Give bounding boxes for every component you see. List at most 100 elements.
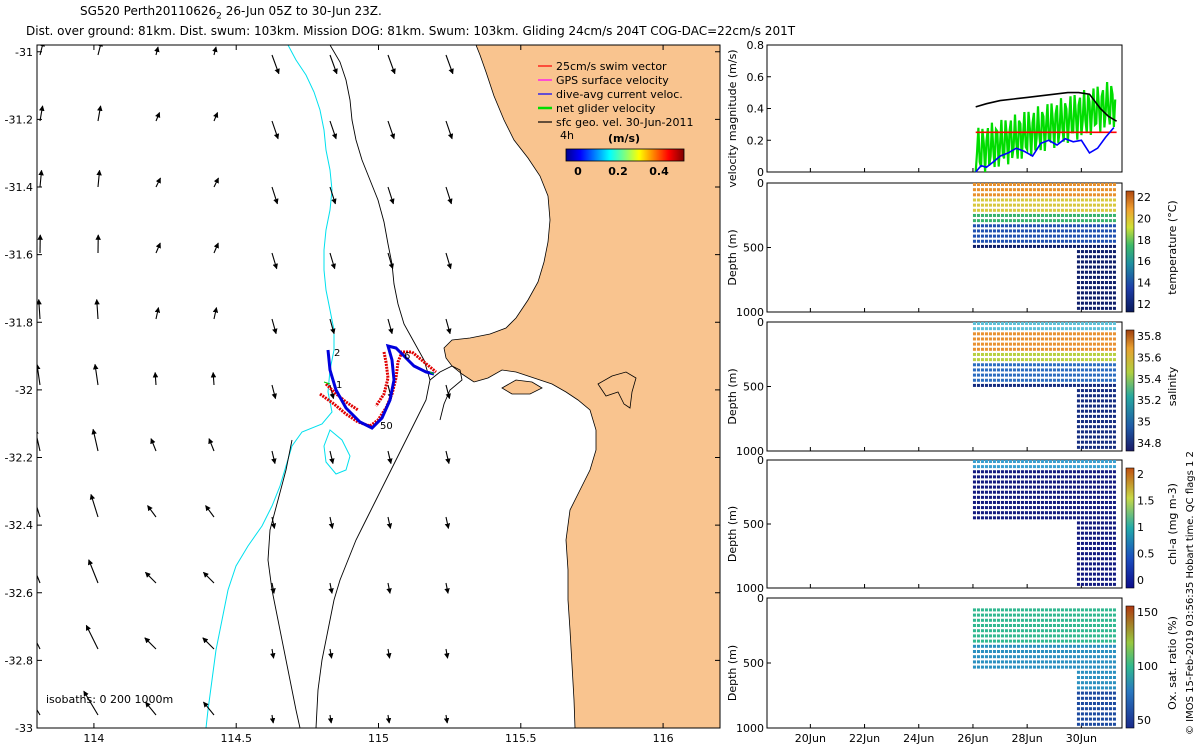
- velocity-arrow: [213, 177, 219, 188]
- profile-point: [992, 363, 996, 367]
- profile-point: [992, 480, 996, 484]
- profile-point: [1080, 352, 1084, 356]
- profile-point: [1064, 613, 1068, 617]
- profile-point: [1040, 516, 1044, 520]
- profile-point: [1020, 475, 1024, 479]
- track-label-1: 1: [336, 380, 342, 391]
- profile-point: [1104, 634, 1108, 638]
- profile-point: [1080, 608, 1084, 612]
- profile-point: [980, 383, 984, 387]
- profile-point: [1052, 485, 1056, 489]
- profile-point: [1068, 629, 1072, 633]
- profile-point: [1060, 506, 1064, 510]
- colorbar-tick-label: 14: [1137, 277, 1151, 290]
- profile-point: [1012, 660, 1016, 664]
- profile-point: [988, 188, 992, 192]
- profile-point: [996, 383, 1000, 387]
- velocity-arrow: [203, 571, 215, 584]
- profile-point: [1100, 465, 1104, 469]
- profile-point: [1080, 363, 1084, 367]
- profile-point: [1048, 239, 1052, 243]
- profile-point: [972, 475, 976, 479]
- profile-point: [1048, 322, 1052, 325]
- profile-point: [1088, 547, 1092, 551]
- profile-point: [996, 613, 1000, 617]
- velocity-arrow: [445, 252, 452, 270]
- velocity-arrow: [37, 428, 41, 452]
- profile-point: [1048, 490, 1052, 494]
- profile-point: [1048, 495, 1052, 499]
- profile-point: [1100, 265, 1104, 269]
- time-tick-label: 28Jun: [1012, 732, 1043, 745]
- profile-point: [1072, 516, 1076, 520]
- profile-point: [1084, 644, 1088, 648]
- profile-point: [1040, 629, 1044, 633]
- profile-point: [1076, 500, 1080, 504]
- profile-point: [1092, 670, 1096, 674]
- profile-point: [1092, 291, 1096, 295]
- profile-point: [1092, 608, 1096, 612]
- profile-point: [1032, 511, 1036, 515]
- profile-point: [1040, 213, 1044, 217]
- profile-point: [1096, 183, 1100, 186]
- profile-point: [1068, 639, 1072, 643]
- profile-point: [1092, 430, 1096, 434]
- profile-point: [1096, 244, 1100, 248]
- profile-point: [1032, 650, 1036, 653]
- profile-point: [1088, 490, 1092, 494]
- profile-point: [1028, 511, 1032, 515]
- profile-point: [980, 480, 984, 484]
- profile-point: [988, 363, 992, 367]
- profile-point: [992, 234, 996, 238]
- profile-point: [1080, 541, 1084, 545]
- profile-point: [1096, 229, 1100, 233]
- profile-point: [1056, 613, 1060, 617]
- profile-point: [1036, 506, 1040, 510]
- profile-point: [988, 332, 992, 336]
- velocity-arrow: [37, 574, 41, 584]
- profile-point: [1016, 244, 1020, 248]
- profile-point: [1020, 613, 1024, 617]
- profile-point: [1108, 531, 1112, 535]
- profile-point: [1096, 332, 1100, 336]
- profile-point: [1100, 352, 1104, 356]
- profile-point: [1112, 495, 1116, 499]
- profile-point: [1020, 500, 1024, 504]
- profile-point: [1020, 322, 1024, 325]
- profile-point: [1064, 624, 1068, 627]
- profile-point: [1024, 650, 1028, 653]
- profile-point: [1108, 347, 1112, 351]
- profile-point: [1088, 409, 1092, 413]
- profile-point: [1052, 655, 1056, 659]
- glider-track: 2 1 6 50: [319, 343, 437, 432]
- profile-point: [1020, 655, 1024, 659]
- profile-point: [1060, 188, 1064, 192]
- profile-point: [1076, 506, 1080, 510]
- profile-point: [1016, 378, 1020, 382]
- profile-point: [1084, 219, 1088, 223]
- profile-point: [984, 485, 988, 489]
- profile-point: [1076, 347, 1080, 351]
- profile-point: [1076, 420, 1080, 424]
- profile-point: [1104, 389, 1108, 393]
- map-y-tick-label: -31.8: [5, 316, 33, 329]
- profile-point: [1104, 500, 1108, 504]
- profile-point: [1072, 378, 1076, 382]
- profile-point: [1096, 670, 1100, 674]
- profile-point: [1084, 541, 1088, 545]
- panel-frame: [766, 44, 1123, 173]
- profile-point: [1016, 460, 1020, 463]
- profile-point: [1012, 383, 1016, 387]
- profile-point: [1112, 255, 1116, 259]
- profile-point: [1004, 363, 1008, 367]
- profile-point: [984, 347, 988, 351]
- profile-point: [1016, 203, 1020, 207]
- profile-point: [976, 342, 980, 346]
- profile-point: [1092, 420, 1096, 424]
- profile-point: [1104, 676, 1108, 679]
- profile-point: [1092, 526, 1096, 530]
- profile-point: [1112, 712, 1116, 716]
- profile-point: [1076, 480, 1080, 484]
- profile-point: [1024, 363, 1028, 367]
- colorbar: [1125, 329, 1135, 452]
